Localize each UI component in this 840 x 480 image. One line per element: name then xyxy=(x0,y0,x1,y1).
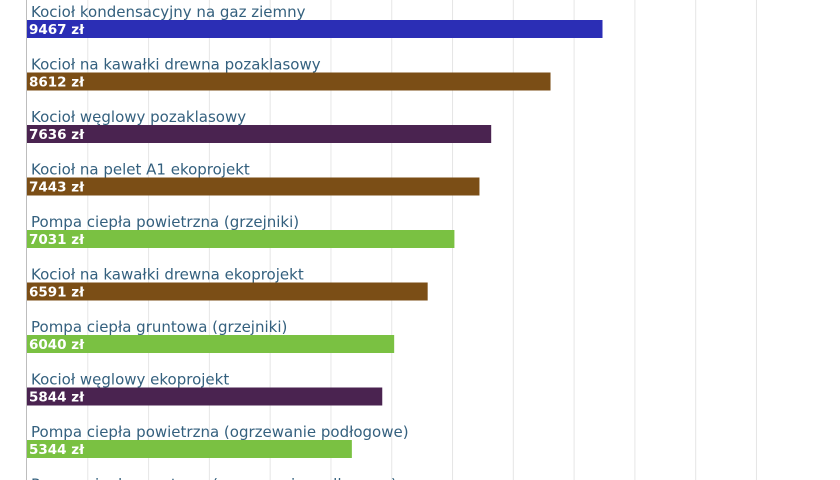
value-label: 5344 zł xyxy=(29,442,85,458)
value-label: 9467 zł xyxy=(29,22,85,38)
bar xyxy=(27,125,492,143)
value-label: 7636 zł xyxy=(29,127,85,143)
bar xyxy=(27,335,395,353)
bar-row: Pompa ciepła gruntowa (ogrzewanie podłog… xyxy=(31,476,397,480)
bar xyxy=(27,177,480,196)
value-label: 8612 zł xyxy=(29,75,85,91)
bar-row: Kocioł na kawałki drewna ekoprojekt6591 … xyxy=(27,266,428,301)
bar xyxy=(27,282,428,301)
category-label: Kocioł na kawałki drewna ekoprojekt xyxy=(31,266,304,284)
category-label: Kocioł kondensacyjny na gaz ziemny xyxy=(31,3,306,21)
bar-row: Pompa ciepła powietrzna (ogrzewanie podł… xyxy=(27,423,409,458)
bar xyxy=(27,230,455,248)
value-label: 6591 zł xyxy=(29,285,85,301)
category-label: Pompa ciepła powietrzna (grzejniki) xyxy=(31,213,299,231)
value-label: 7443 zł xyxy=(29,180,85,196)
category-label: Kocioł węglowy ekoprojekt xyxy=(31,371,229,389)
bar xyxy=(27,20,603,38)
bar xyxy=(27,387,383,406)
value-label: 7031 zł xyxy=(29,232,85,248)
category-label: Kocioł na pelet A1 ekoprojekt xyxy=(31,161,250,179)
category-label: Pompa ciepła powietrzna (ogrzewanie podł… xyxy=(31,423,409,441)
category-label: Kocioł na kawałki drewna pozaklasowy xyxy=(31,56,321,74)
bar-row: Pompa ciepła gruntowa (grzejniki)6040 zł xyxy=(27,318,395,353)
bar xyxy=(27,72,551,91)
bar-row: Pompa ciepła powietrzna (grzejniki)7031 … xyxy=(27,213,455,248)
category-label: Pompa ciepła gruntowa (grzejniki) xyxy=(31,318,287,336)
bar xyxy=(27,440,352,458)
bar-row: Kocioł na kawałki drewna pozaklasowy8612… xyxy=(27,56,551,91)
value-label: 5844 zł xyxy=(29,390,85,406)
category-label: Pompa ciepła gruntowa (ogrzewanie podłog… xyxy=(31,476,397,480)
category-label: Kocioł węglowy pozaklasowy xyxy=(31,108,246,126)
value-label: 6040 zł xyxy=(29,337,85,353)
